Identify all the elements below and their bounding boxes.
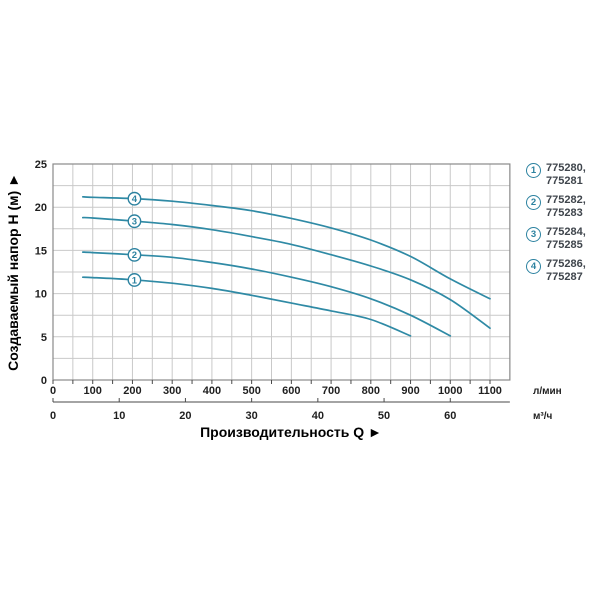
- pump-curve-3: [81, 216, 491, 330]
- x-tick-label: 800: [362, 385, 380, 397]
- y-tick-label: 10: [35, 289, 47, 301]
- series-1-models: 775280, 775281: [546, 162, 586, 188]
- y-tick-label: 0: [41, 375, 47, 387]
- secondary-x-tick-label: 20: [179, 410, 191, 422]
- x-tick-label: 600: [282, 385, 300, 397]
- secondary-x-tick-label: 40: [312, 410, 324, 422]
- model-line: 775283: [546, 207, 583, 219]
- x-axis-title: Производительность Q ►: [200, 424, 382, 440]
- x-tick-label: 1100: [478, 385, 502, 397]
- x-tick-label: 400: [203, 385, 221, 397]
- curve-badge-1: [127, 273, 142, 287]
- curve-badge-4: [127, 191, 142, 206]
- y-tick-label: 5: [41, 332, 47, 344]
- curve-badge-3: [127, 214, 142, 229]
- secondary-x-tick-label: 50: [378, 410, 390, 422]
- x-tick-label: 300: [163, 385, 181, 397]
- x-tick-label: 200: [123, 385, 141, 397]
- legend-item-4: 4 775286, 775287: [526, 258, 586, 284]
- x-tick-label: 100: [84, 385, 102, 397]
- plot-border: [52, 163, 511, 381]
- x-tick-label: 0: [50, 385, 56, 397]
- series-2-badge: 2: [526, 195, 541, 210]
- series-1-badge: 1: [526, 163, 541, 178]
- model-line: 775285: [546, 239, 583, 251]
- pump-curve-4: [81, 195, 491, 300]
- model-line: 775286,: [546, 258, 586, 270]
- curve-badge-number-1: 1: [132, 275, 138, 286]
- y-tick-label: 25: [35, 159, 47, 171]
- curve-badge-number-3: 3: [132, 217, 137, 228]
- model-line: 775287: [546, 271, 583, 283]
- series-2-models: 775282, 775283: [546, 194, 586, 220]
- y-tick-label: 15: [35, 245, 47, 257]
- series-4-models: 775286, 775287: [546, 258, 586, 284]
- secondary-x-tick-label: 0: [50, 410, 56, 422]
- secondary-x-tick-label: 30: [246, 410, 258, 422]
- model-line: 775281: [546, 175, 583, 187]
- y-tick-label: 20: [35, 202, 47, 214]
- series-3-models: 775284, 775285: [546, 226, 586, 252]
- model-line: 775280,: [546, 162, 586, 174]
- secondary-x-tick-label: 10: [113, 410, 125, 422]
- curve-badge-number-4: 4: [132, 194, 138, 205]
- series-3-badge: 3: [526, 227, 541, 242]
- x-unit-lmin: л/мин: [533, 386, 562, 397]
- model-line: 775282,: [546, 194, 586, 206]
- legend: 1 775280, 775281 2 775282, 775283 3 7752…: [526, 162, 586, 290]
- legend-item-2: 2 775282, 775283: [526, 194, 586, 220]
- secondary-x-tick-label: 60: [444, 410, 456, 422]
- curve-badge-2: [127, 247, 142, 262]
- model-line: 775284,: [546, 226, 586, 238]
- x-tick-label: 900: [401, 385, 419, 397]
- series-4-badge: 4: [526, 259, 541, 274]
- x-tick-label: 500: [242, 385, 260, 397]
- curve-badge-number-2: 2: [132, 250, 137, 261]
- x-unit-m3h: м³/ч: [533, 411, 553, 422]
- legend-item-1: 1 775280, 775281: [526, 162, 586, 188]
- x-tick-label: 700: [322, 385, 340, 397]
- pump-curve-1: [81, 276, 412, 337]
- y-axis-title: Создаваемый напор H (м) ►: [5, 173, 21, 371]
- x-tick-label: 1000: [438, 385, 462, 397]
- pump-curve-2: [81, 251, 452, 337]
- legend-item-3: 3 775284, 775285: [526, 226, 586, 252]
